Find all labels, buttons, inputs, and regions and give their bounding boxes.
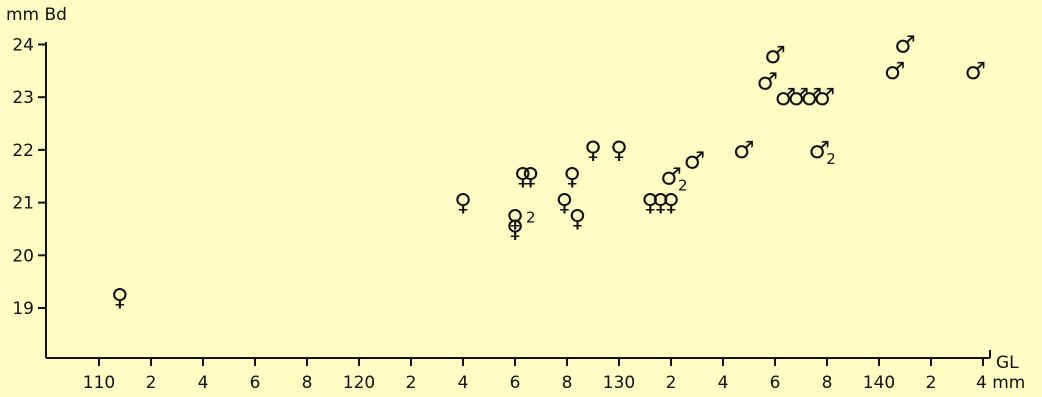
x-ticks: 110 2 4 6 8 120 2 4 6 8 130 2 4 6 8 140 2 4 mm: [83, 358, 1025, 393]
x-tick-label-118: 8: [302, 373, 313, 393]
male-symbol-point: ♂: [733, 136, 755, 164]
male-symbol-point: ♂: [964, 57, 986, 85]
x-tick-label-142: 2: [926, 373, 937, 393]
female-symbol-point: ♀: [506, 204, 524, 232]
point-count-label: 2: [678, 176, 688, 194]
female-symbol-point: ♀: [506, 215, 524, 243]
male-symbol-point: ♂: [684, 146, 706, 174]
y-tick-label-24: 24: [12, 36, 34, 56]
y-tick-label-19: 19: [12, 299, 34, 319]
female-symbol-point: ♀: [454, 189, 472, 217]
x-tick-label-116: 6: [250, 373, 261, 393]
x-tick-label-124: 4: [458, 373, 469, 393]
female-symbol-point: ♀: [569, 204, 587, 232]
y-tick-label-23: 23: [12, 88, 34, 108]
female-symbol-point: ♀: [514, 162, 532, 190]
female-symbol-point: ♀: [584, 136, 602, 164]
male-symbol-point: ♂: [894, 31, 916, 59]
x-tick-label-122: 2: [406, 373, 417, 393]
y-tick-label-22: 22: [12, 141, 34, 161]
point-count-label: 2: [526, 208, 536, 226]
male-symbol-point: ♂: [756, 67, 778, 95]
x-tick-label-140: 140: [863, 373, 895, 393]
male-symbol-point: ♂: [884, 57, 906, 85]
x-tick-label-114: 4: [198, 373, 209, 393]
x-axis-title: GL: [996, 353, 1019, 373]
female-symbol-point: ♀: [641, 189, 659, 217]
x-tick-label-144: 4 mm: [976, 373, 1025, 393]
x-tick-label-110: 110: [83, 373, 115, 393]
female-symbol-point: ♀: [662, 189, 680, 217]
female-symbol-point: ♀: [556, 189, 574, 217]
female-symbol-point: ♀: [652, 189, 670, 217]
x-tick-label-132: 2: [666, 373, 677, 393]
x-tick-label-120: 120: [343, 373, 375, 393]
y-tick-label-21: 21: [12, 194, 34, 214]
x-tick-label-134: 4: [718, 373, 729, 393]
male-symbol-point: ♂: [660, 162, 682, 190]
female-symbol-point: ♀: [563, 162, 581, 190]
female-symbol-point: ♀: [522, 162, 540, 190]
y-axis-title: mm Bd: [6, 5, 67, 25]
female-symbol-point: ♀: [610, 136, 628, 164]
female-symbol-point: ♀: [111, 283, 129, 311]
male-symbol-point: ♂: [775, 83, 797, 111]
male-symbol-point: ♂: [764, 41, 786, 69]
x-tick-label-130: 130: [603, 373, 635, 393]
male-symbol-point: ♂: [814, 83, 836, 111]
data-points: ♀♀♀ 2♀♀♀♀♀♀♀ ♀♀♀♀♂2♂ ♂♂♂♂♂♂♂♂2♂♂♂: [111, 31, 986, 312]
x-tick-label-112: 2: [146, 373, 157, 393]
male-symbol-point: ♂: [801, 83, 823, 111]
x-tick-label-126: 6: [510, 373, 521, 393]
x-tick-label-138: 8: [822, 373, 833, 393]
y-ticks: 19 20 21 22 23 24: [12, 36, 46, 319]
x-tick-label-136: 6: [770, 373, 781, 393]
y-tick-label-20: 20: [12, 246, 34, 266]
point-count-label: 2: [826, 150, 836, 168]
male-symbol-point: ♂: [808, 136, 830, 164]
x-tick-label-128: 8: [562, 373, 573, 393]
male-symbol-point: ♂: [788, 83, 810, 111]
